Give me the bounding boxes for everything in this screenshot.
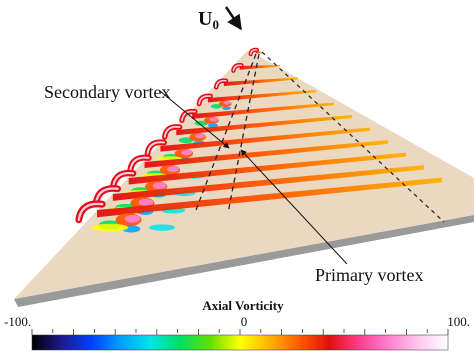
trailing-streak — [144, 140, 388, 169]
primary-vortex-core — [138, 198, 154, 206]
trailing-streak — [160, 127, 370, 152]
secondary-vortex-pointer — [159, 90, 230, 149]
shear-layer-core — [249, 49, 258, 55]
wing-top-surface — [14, 50, 474, 299]
annotation-secondary: Secondary vortex — [44, 82, 230, 149]
trailing-streak — [112, 165, 424, 201]
vorticity-region — [149, 224, 175, 231]
freestream-symbol: U — [198, 8, 212, 30]
colorbar-min-label: -100. — [4, 314, 31, 329]
primary-vortex-pointer — [240, 149, 348, 265]
primary-vortex-core — [152, 182, 167, 189]
freestream-label: U0 — [198, 6, 243, 32]
trailing-edge-line — [261, 51, 445, 223]
freestream-subscript: 0 — [212, 17, 219, 32]
shear-layer-core — [77, 202, 104, 221]
colorbar-ticks — [31, 329, 449, 335]
vortex-trajectories — [195, 51, 445, 223]
colorbar-mid-label: 0 — [241, 314, 248, 329]
shear-layer-core — [215, 79, 227, 89]
shear-layer-core — [181, 110, 196, 122]
primary-vortex-core — [195, 133, 206, 139]
trailing-streak — [239, 64, 280, 70]
colorbar: Axial Vorticity -100. 0 100. — [4, 298, 470, 351]
shear-layer-core — [163, 125, 181, 138]
trailing-streak — [207, 89, 316, 103]
trailing-streak — [176, 115, 352, 136]
colorbar-title: Axial Vorticity — [202, 298, 284, 313]
trailing-streak — [97, 177, 442, 218]
shear-layer-core — [146, 141, 166, 155]
shear-layer-core — [112, 172, 135, 188]
primary-vortex-core — [209, 117, 219, 122]
shear-layer-core — [129, 156, 150, 172]
wing-edge-thickness — [14, 215, 474, 307]
shear-layer-core — [198, 95, 212, 105]
svg-text:U0: U0 — [198, 8, 219, 32]
primary-vortex-core — [124, 214, 141, 223]
vorticity-slices — [75, 47, 442, 233]
primary-vortex-core — [166, 166, 180, 173]
primary-vortex-core — [223, 100, 231, 105]
trailing-streak — [128, 152, 406, 185]
negative-vorticity-region — [210, 104, 223, 109]
secondary-vortex-label: Secondary vortex — [44, 82, 170, 102]
trailing-streak — [223, 77, 298, 87]
vorticity-region — [91, 223, 129, 232]
negative-vorticity-region — [207, 123, 219, 128]
primary-vortex-core — [181, 149, 193, 156]
freestream-arrow — [224, 6, 243, 31]
wing-surface — [14, 50, 474, 307]
trailing-streak — [192, 102, 334, 119]
negative-vorticity-region — [222, 106, 231, 111]
colorbar-bar — [31, 334, 449, 351]
shear-layer-core — [232, 64, 243, 72]
colorbar-max-label: 100. — [447, 314, 470, 329]
annotation-primary: Primary vortex — [240, 149, 423, 285]
negative-vorticity-region — [178, 137, 194, 144]
secondary-vortex-core-line — [195, 53, 257, 211]
primary-vortex-label: Primary vortex — [315, 265, 423, 285]
